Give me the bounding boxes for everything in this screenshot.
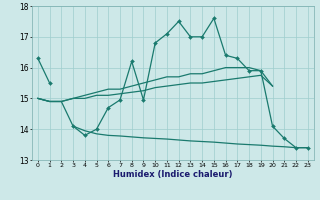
X-axis label: Humidex (Indice chaleur): Humidex (Indice chaleur) <box>113 170 233 179</box>
